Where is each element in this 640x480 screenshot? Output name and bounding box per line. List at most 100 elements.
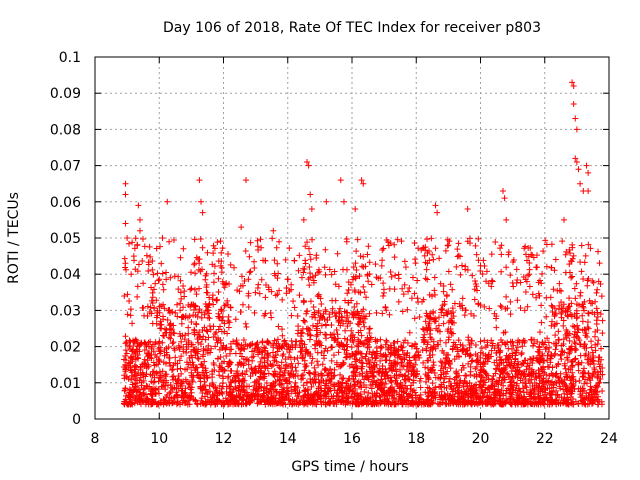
data-point bbox=[379, 363, 386, 370]
data-point bbox=[413, 345, 420, 352]
data-point bbox=[549, 371, 556, 378]
data-point bbox=[556, 280, 563, 287]
data-point bbox=[504, 305, 511, 312]
data-point bbox=[459, 305, 466, 312]
data-point bbox=[498, 242, 505, 249]
data-point bbox=[159, 281, 166, 288]
data-point bbox=[279, 386, 286, 393]
data-point bbox=[154, 270, 161, 277]
data-point bbox=[156, 348, 163, 355]
data-point bbox=[295, 267, 302, 274]
data-point bbox=[224, 301, 231, 308]
data-point bbox=[303, 397, 310, 404]
data-point bbox=[335, 308, 342, 315]
data-point bbox=[439, 395, 446, 402]
data-point bbox=[342, 297, 349, 304]
data-point bbox=[134, 283, 141, 290]
data-point bbox=[440, 320, 447, 327]
data-point bbox=[353, 266, 360, 273]
data-point bbox=[419, 347, 426, 354]
data-point bbox=[132, 384, 139, 391]
data-point bbox=[437, 375, 444, 382]
data-point bbox=[575, 326, 582, 333]
data-point bbox=[318, 322, 325, 329]
data-point bbox=[473, 373, 480, 380]
data-point bbox=[296, 399, 303, 406]
data-point bbox=[365, 389, 372, 396]
data-point bbox=[477, 267, 484, 274]
data-point bbox=[529, 291, 536, 298]
data-point bbox=[591, 311, 598, 318]
data-point bbox=[283, 285, 290, 292]
data-point bbox=[578, 359, 585, 366]
data-point bbox=[442, 401, 449, 408]
data-point bbox=[256, 290, 263, 297]
data-point bbox=[315, 372, 322, 379]
data-point bbox=[441, 360, 448, 367]
data-point bbox=[402, 377, 409, 384]
data-point bbox=[341, 308, 348, 315]
y-tick-label: 0.01 bbox=[50, 376, 81, 392]
data-point bbox=[122, 260, 129, 267]
data-point bbox=[259, 393, 266, 400]
data-point bbox=[148, 284, 155, 291]
data-point bbox=[325, 371, 332, 378]
data-point bbox=[134, 293, 141, 300]
data-point bbox=[548, 241, 555, 248]
data-point bbox=[555, 328, 562, 335]
data-point bbox=[221, 400, 228, 407]
data-point bbox=[434, 209, 441, 216]
data-point bbox=[288, 281, 295, 288]
data-point bbox=[585, 310, 592, 317]
data-point bbox=[326, 370, 333, 377]
data-point bbox=[362, 355, 369, 362]
data-point bbox=[514, 374, 521, 381]
data-point bbox=[552, 256, 559, 263]
data-point bbox=[198, 361, 205, 368]
data-point bbox=[280, 372, 287, 379]
data-point bbox=[176, 357, 183, 364]
data-point bbox=[587, 245, 594, 252]
data-point bbox=[196, 260, 203, 267]
data-point bbox=[520, 274, 527, 281]
data-point bbox=[407, 360, 414, 367]
data-point bbox=[553, 370, 560, 377]
data-point bbox=[223, 383, 230, 390]
data-point bbox=[522, 251, 529, 258]
data-point bbox=[224, 297, 231, 304]
data-point bbox=[369, 372, 376, 379]
data-point bbox=[542, 237, 549, 244]
data-point bbox=[432, 318, 439, 325]
data-point bbox=[536, 292, 543, 299]
data-point bbox=[453, 368, 460, 375]
data-point bbox=[334, 331, 341, 338]
data-point bbox=[143, 252, 150, 259]
data-point bbox=[500, 329, 507, 336]
data-point bbox=[396, 353, 403, 360]
data-point bbox=[242, 320, 249, 327]
data-point bbox=[548, 381, 555, 388]
data-point bbox=[519, 360, 526, 367]
data-point bbox=[549, 389, 556, 396]
data-point bbox=[344, 290, 351, 297]
data-point bbox=[236, 382, 243, 389]
data-point bbox=[496, 353, 503, 360]
data-point bbox=[378, 387, 385, 394]
data-point bbox=[433, 325, 440, 332]
data-point bbox=[216, 315, 223, 322]
data-point bbox=[534, 338, 541, 345]
data-point bbox=[166, 326, 173, 333]
data-point bbox=[219, 245, 226, 252]
data-point bbox=[488, 277, 495, 284]
data-point bbox=[217, 353, 224, 360]
data-point bbox=[309, 355, 316, 362]
data-point bbox=[162, 399, 169, 406]
data-point bbox=[232, 401, 239, 408]
data-point bbox=[436, 314, 443, 321]
data-point bbox=[128, 376, 135, 383]
data-point bbox=[387, 349, 394, 356]
data-point bbox=[377, 350, 384, 357]
data-point bbox=[484, 385, 491, 392]
data-point bbox=[393, 375, 400, 382]
data-point bbox=[567, 366, 574, 373]
